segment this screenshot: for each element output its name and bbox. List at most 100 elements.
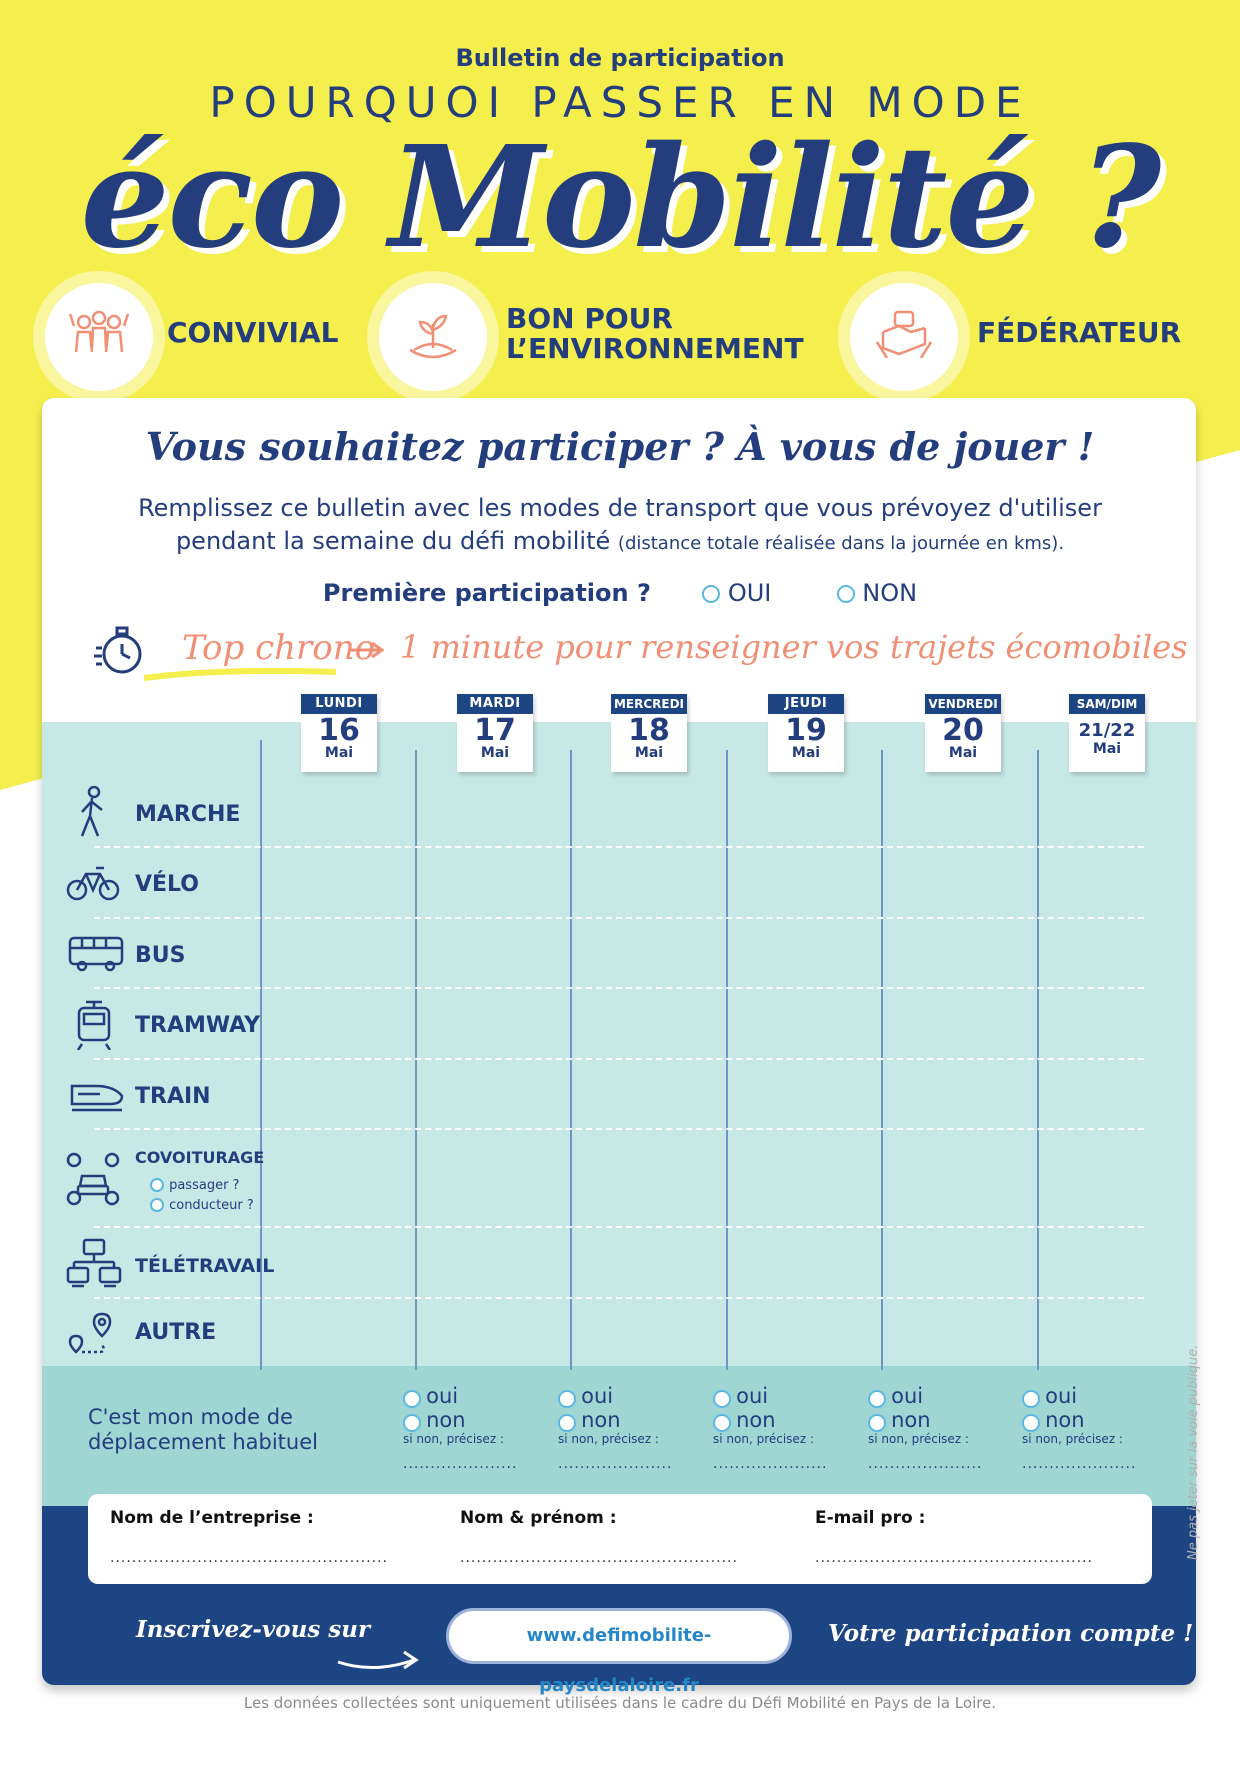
day-name: MERCREDI [611,694,687,714]
footer-note: Les données collectées sont uniquement u… [243,1694,997,1712]
tram-icon [76,1000,112,1054]
habit-no-radio[interactable] [403,1413,421,1432]
day-tab-monday: LUNDI 16 Mai [301,694,377,772]
day-name: MARDI [457,694,533,714]
carpool-passenger-label: passager ? [169,1178,240,1193]
day-tab-weekend: SAM/DIM 21/22 Mai [1069,694,1145,772]
habit-yes-radio[interactable] [558,1389,576,1408]
row-separator [94,1297,1144,1299]
benefit-label-convivial: CONVIVIAL [167,316,339,349]
day-tab-tuesday: MARDI 17 Mai [457,694,533,772]
habit-no-radio[interactable] [1022,1413,1040,1432]
bicycle-icon [66,864,120,906]
habit-no-label: non [736,1408,776,1432]
habit-column-weekend: oui non si non, précisez : .............… [1022,1384,1152,1472]
first-participation-question: Première participation ? [322,579,651,607]
headline-line2: éco Mobilité ? [80,116,1162,280]
mode-label-covoiturage: COVOITURAGE [135,1148,265,1167]
curved-arrow-icon [334,1644,422,1678]
mode-label-marche: MARCHE [135,802,241,827]
day-number: 19 [785,713,827,748]
chrono-label: Top chrono [182,628,376,668]
day-number: 16 [318,713,360,748]
day-tab-wednesday: MERCREDI 18 Mai [611,694,687,772]
name-label: Nom & prénom : [460,1508,617,1528]
habit-no-radio[interactable] [558,1413,576,1432]
intro-line1: Remplissez ce bulletin avec les modes de… [138,494,1102,522]
signup-url-link[interactable]: www.defimobilite-paysdelaloire.fr [446,1608,792,1696]
mode-label-velo: VÉLO [135,872,199,897]
company-label: Nom de l’entreprise : [110,1508,314,1528]
carpool-passenger-radio[interactable] [150,1177,164,1192]
habit-no-label: non [1045,1408,1085,1432]
row-separator [94,1226,1144,1228]
day-number: 20 [942,713,984,748]
day-name: LUNDI [301,694,377,714]
chrono-underline [140,664,340,688]
habit-yes-radio[interactable] [403,1389,421,1408]
bus-icon [68,936,124,976]
habit-no-radio[interactable] [868,1413,886,1432]
slogan: Votre participation compte ! [828,1620,1194,1647]
first-participation-yes-radio[interactable] [702,585,721,603]
habit-column-tuesday: oui non si non, précisez : .............… [403,1384,533,1472]
habit-specify-label: si non, précisez : [558,1432,659,1446]
day-number: 18 [628,713,670,748]
email-field[interactable]: ........................................… [815,1550,1093,1566]
habit-specify-label: si non, précisez : [868,1432,969,1446]
column-divider [726,750,728,1370]
people-cheering-icon [45,283,153,391]
habit-specify-label: si non, précisez : [403,1432,504,1446]
habit-specify-field[interactable]: ..................... [558,1456,673,1472]
column-divider [260,740,262,1370]
habit-column-wednesday: oui non si non, précisez : .............… [558,1384,688,1472]
mode-label-bus: BUS [135,943,186,968]
day-name: JEUDI [768,694,844,714]
schedule-grid-background [42,722,1196,1366]
walking-person-icon [72,785,112,844]
name-field[interactable]: ........................................… [460,1550,738,1566]
carpool-driver-radio[interactable] [150,1197,164,1212]
intro-line2: pendant la semaine du défi mobilité (dis… [0,527,1240,555]
carpool-icon [66,1152,120,1210]
contact-form: Nom de l’entreprise : ..................… [88,1494,1152,1584]
habit-yes-label: oui [581,1384,614,1408]
first-participation-no-radio[interactable] [836,585,855,603]
habit-no-radio[interactable] [713,1413,731,1432]
signup-label: Inscrivez-vous sur [136,1616,371,1643]
first-participation-yes-label: OUI [727,579,772,607]
day-tab-thursday: JEUDI 19 Mai [768,694,844,772]
habit-yes-radio[interactable] [1022,1389,1040,1408]
train-icon [70,1082,124,1116]
habit-specify-field[interactable]: ..................... [403,1456,518,1472]
habit-no-label: non [891,1408,931,1432]
intro-small-note: (distance totale réalisée dans la journé… [617,533,1065,554]
day-month: Mai [1092,741,1122,757]
habit-yes-label: oui [736,1384,769,1408]
day-month: Mai [324,745,354,761]
habit-specify-field[interactable]: ..................... [1022,1456,1137,1472]
habit-label-line2: déplacement habituel [88,1430,318,1454]
habit-label: C'est mon mode de déplacement habituel [88,1405,318,1455]
headline-line1: POURQUOI PASSER EN MODE [209,78,1031,127]
benefit-label-federateur: FÉDÉRATEUR [977,316,1182,349]
hands-together-icon [850,283,958,391]
intro-line2-text: pendant la semaine du défi mobilité [175,527,611,555]
habit-yes-radio[interactable] [713,1389,731,1408]
day-month: Mai [634,745,664,761]
bulletin-title: Bulletin de participation [455,44,785,72]
row-separator [94,1128,1144,1130]
habit-specify-field[interactable]: ..................... [868,1456,983,1472]
remote-work-icon [66,1238,122,1294]
day-name: VENDREDI [925,694,1001,714]
company-field[interactable]: ........................................… [110,1550,388,1566]
stopwatch-icon [92,622,148,682]
habit-specify-field[interactable]: ..................... [713,1456,828,1472]
row-separator [94,917,1144,919]
column-divider [881,750,883,1370]
carpool-driver-label: conducteur ? [169,1198,254,1213]
mode-label-teletravail: TÉLÉTRAVAIL [135,1255,275,1277]
benefit-label-env-line1: BON POUR [506,302,673,335]
column-divider [1037,750,1039,1370]
habit-yes-radio[interactable] [868,1389,886,1408]
